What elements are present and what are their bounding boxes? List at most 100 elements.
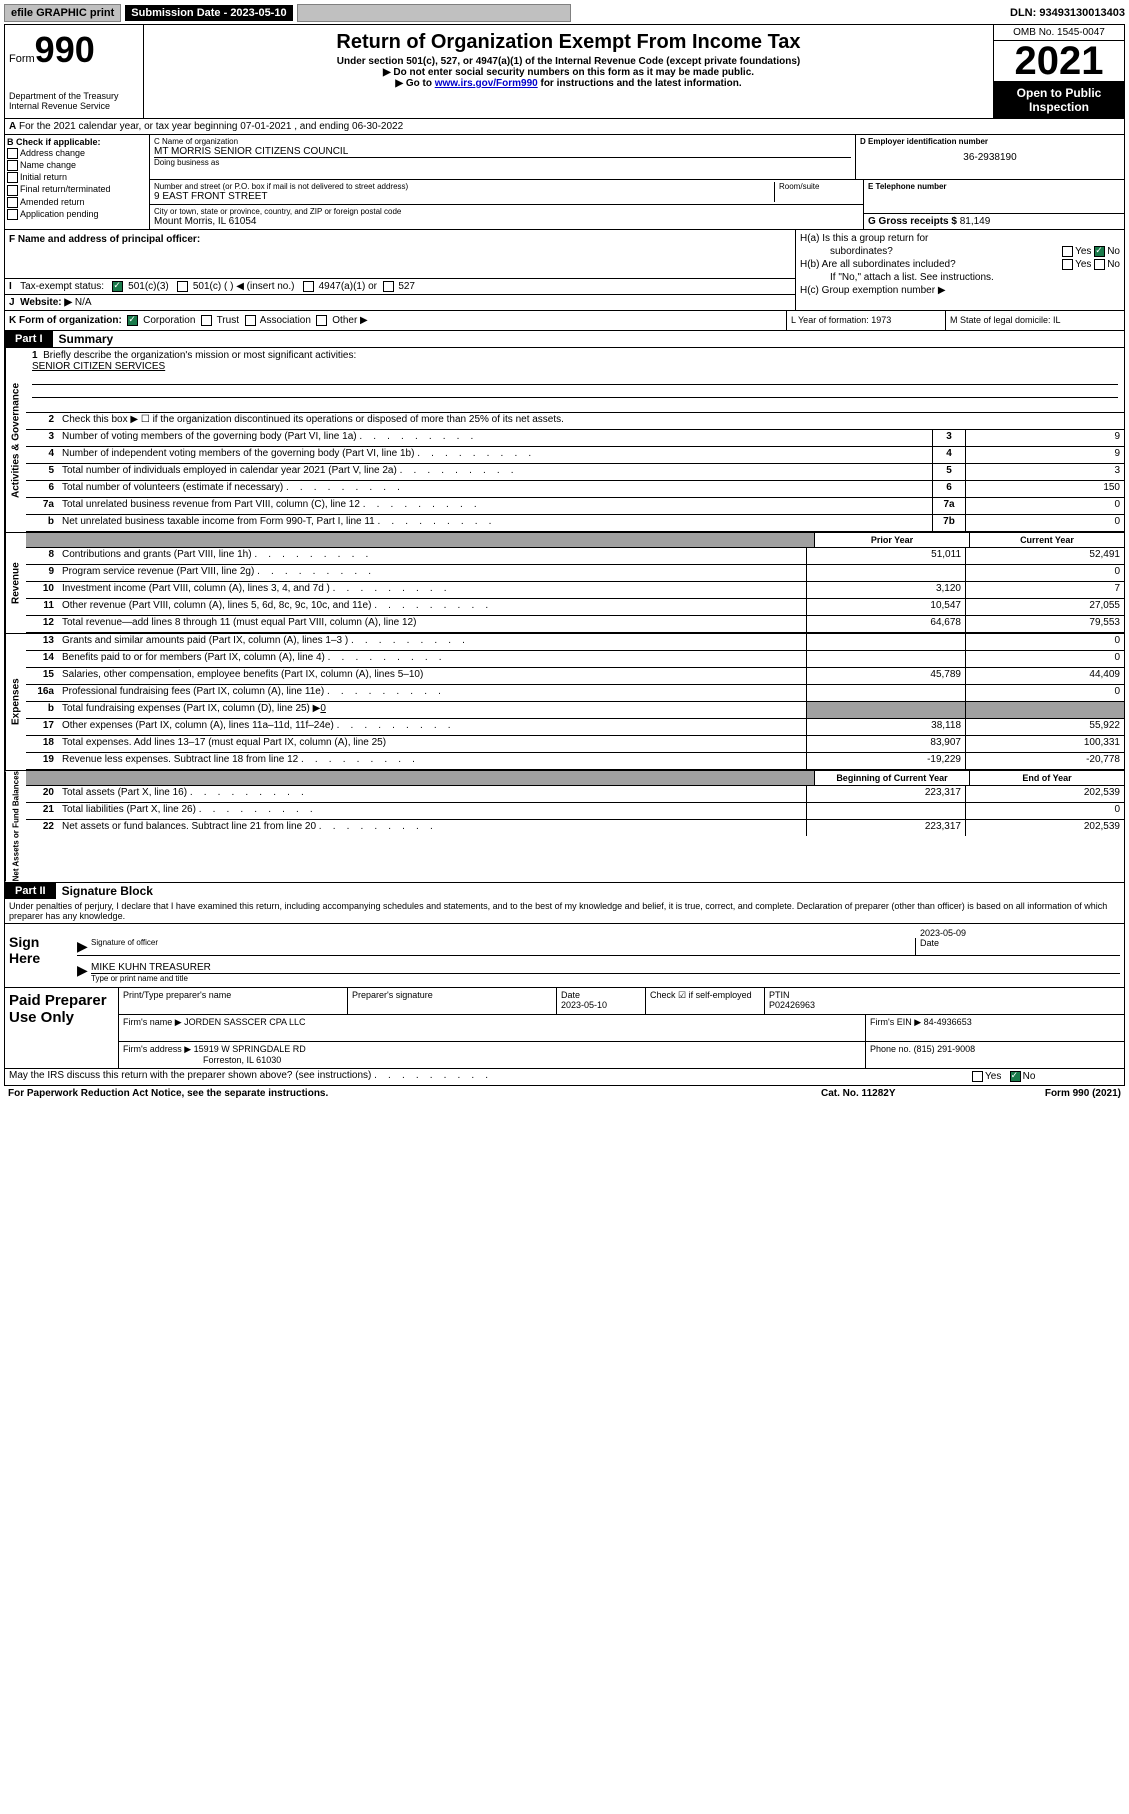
- d-label: D Employer identification number: [860, 137, 1120, 146]
- line15: 15Salaries, other compensation, employee…: [26, 668, 1124, 685]
- gross-receipts-box: G Gross receipts $ 81,149: [864, 214, 1124, 229]
- l11: Other revenue (Part VIII, column (A), li…: [58, 599, 806, 615]
- chk-initial-return[interactable]: Initial return: [7, 172, 147, 183]
- irs-link[interactable]: www.irs.gov/Form990: [435, 78, 538, 89]
- firm-addr: Firm's address ▶ 15919 W SPRINGDALE RD F…: [119, 1042, 866, 1068]
- street-label: Number and street (or P.O. box if mail i…: [154, 182, 774, 191]
- note2-pre: ▶ Go to: [395, 78, 434, 89]
- ein-value: 36-2938190: [860, 152, 1120, 163]
- prep-row3: Firm's address ▶ 15919 W SPRINGDALE RD F…: [119, 1042, 1124, 1068]
- p9: [806, 565, 965, 581]
- chk-address-change[interactable]: Address change: [7, 148, 147, 159]
- hb-note: If "No," attach a list. See instructions…: [800, 271, 1120, 284]
- line3: 3Number of voting members of the governi…: [26, 430, 1124, 447]
- chk-assoc[interactable]: [245, 315, 256, 326]
- hb-row: H(b) Are all subordinates included? Yes …: [800, 258, 1120, 271]
- f-principal-officer: F Name and address of principal officer:: [5, 230, 795, 278]
- l13: Grants and similar amounts paid (Part IX…: [58, 634, 806, 650]
- l3-text: Number of voting members of the governin…: [58, 430, 932, 446]
- v4: 9: [965, 447, 1124, 463]
- p12: 64,678: [806, 616, 965, 632]
- m-state-domicile: M State of legal domicile: IL: [945, 311, 1124, 330]
- header-right: OMB No. 1545-0047 2021 Open to Public In…: [993, 25, 1124, 118]
- i-tax-exempt: I Tax-exempt status: 501(c)(3) 501(c) ( …: [5, 278, 795, 294]
- line12: 12Total revenue—add lines 8 through 11 (…: [26, 616, 1124, 633]
- c16a: 0: [965, 685, 1124, 701]
- firm-phone: Phone no. (815) 291-9008: [866, 1042, 1124, 1068]
- end-head: End of Year: [969, 771, 1124, 785]
- line10: 10Investment income (Part VIII, column (…: [26, 582, 1124, 599]
- l17: Other expenses (Part IX, column (A), lin…: [58, 719, 806, 735]
- l7a-text: Total unrelated business revenue from Pa…: [58, 498, 932, 514]
- net-header: Beginning of Current Year End of Year: [26, 771, 1124, 786]
- name-ein-row: C Name of organization MT MORRIS SENIOR …: [150, 135, 1124, 180]
- line14: 14Benefits paid to or for members (Part …: [26, 651, 1124, 668]
- chk-501c3[interactable]: [112, 281, 123, 292]
- expenses-section: Expenses 13Grants and similar amounts pa…: [5, 633, 1124, 770]
- b-label: B Check if applicable:: [7, 137, 147, 147]
- part1-title: Summary: [53, 332, 114, 346]
- efile-button[interactable]: efile GRAPHIC print: [4, 4, 121, 22]
- current-year-head: Current Year: [969, 533, 1124, 547]
- note2-post: for instructions and the latest informat…: [538, 78, 742, 89]
- l1-label: Briefly describe the organization's miss…: [43, 350, 356, 361]
- form-number: 990: [35, 29, 95, 70]
- chk-ha-no[interactable]: [1094, 246, 1105, 257]
- chk-amended[interactable]: Amended return: [7, 197, 147, 208]
- p20: 223,317: [806, 786, 965, 802]
- chk-527[interactable]: [383, 281, 394, 292]
- chk-trust[interactable]: [201, 315, 212, 326]
- h-group-return: H(a) Is this a group return for subordin…: [796, 230, 1124, 310]
- note-link: ▶ Go to www.irs.gov/Form990 for instruct…: [148, 78, 989, 89]
- p8: 51,011: [806, 548, 965, 564]
- website-value: N/A: [75, 297, 92, 308]
- part2-tab: Part II: [5, 883, 56, 899]
- paid-preparer-label: Paid Preparer Use Only: [5, 988, 119, 1068]
- chk-application[interactable]: Application pending: [7, 209, 147, 220]
- c9: 0: [965, 565, 1124, 581]
- header-center: Return of Organization Exempt From Incom…: [144, 25, 993, 118]
- side-net: Net Assets or Fund Balances: [5, 771, 26, 881]
- line9: 9Program service revenue (Part VIII, lin…: [26, 565, 1124, 582]
- c16b: [965, 702, 1124, 718]
- part2-title: Signature Block: [56, 884, 153, 898]
- chk-final-return[interactable]: Final return/terminated: [7, 184, 147, 195]
- line7a: 7aTotal unrelated business revenue from …: [26, 498, 1124, 515]
- line8: 8Contributions and grants (Part VIII, li…: [26, 548, 1124, 565]
- submission-date: Submission Date - 2023-05-10: [125, 5, 292, 21]
- f-label: F Name and address of principal officer:: [9, 234, 200, 245]
- form-label: Form: [9, 53, 35, 65]
- p21: [806, 803, 965, 819]
- v6: 150: [965, 481, 1124, 497]
- chk-hb-yes[interactable]: [1062, 259, 1073, 270]
- room-label: Room/suite: [779, 182, 859, 191]
- chk-4947[interactable]: [303, 281, 314, 292]
- side-exp: Expenses: [5, 634, 26, 770]
- chk-corp[interactable]: [127, 315, 138, 326]
- part1-tab: Part I: [5, 331, 53, 347]
- chk-discuss-yes[interactable]: [972, 1071, 983, 1082]
- chk-other[interactable]: [316, 315, 327, 326]
- part2-header: Part II Signature Block: [5, 883, 1124, 899]
- hc-label: H(c) Group exemption number ▶: [800, 285, 946, 296]
- footer-right: Form 990 (2021): [971, 1088, 1121, 1099]
- column-cde: C Name of organization MT MORRIS SENIOR …: [150, 135, 1124, 229]
- chk-name-change[interactable]: Name change: [7, 160, 147, 171]
- row-a-tax-year: A For the 2021 calendar year, or tax yea…: [5, 119, 1124, 135]
- l15: Salaries, other compensation, employee b…: [58, 668, 806, 684]
- chk-hb-no[interactable]: [1094, 259, 1105, 270]
- p10: 3,120: [806, 582, 965, 598]
- v7b: 0: [965, 515, 1124, 531]
- chk-discuss-no[interactable]: [1010, 1071, 1021, 1082]
- chk-501c[interactable]: [177, 281, 188, 292]
- l21: Total liabilities (Part X, line 26): [58, 803, 806, 819]
- irs-label: Internal Revenue Service: [9, 101, 139, 111]
- may-discuss-text: May the IRS discuss this return with the…: [5, 1069, 970, 1085]
- j-website: J Website: ▶ N/A: [5, 294, 795, 310]
- sign-date-val: 2023-05-09: [920, 928, 1120, 938]
- i-label: Tax-exempt status:: [20, 281, 104, 292]
- 501c-label: 501(c) ( ) ◀ (insert no.): [193, 281, 295, 292]
- p16b: [806, 702, 965, 718]
- chk-ha-yes[interactable]: [1062, 246, 1073, 257]
- line22: 22Net assets or fund balances. Subtract …: [26, 820, 1124, 836]
